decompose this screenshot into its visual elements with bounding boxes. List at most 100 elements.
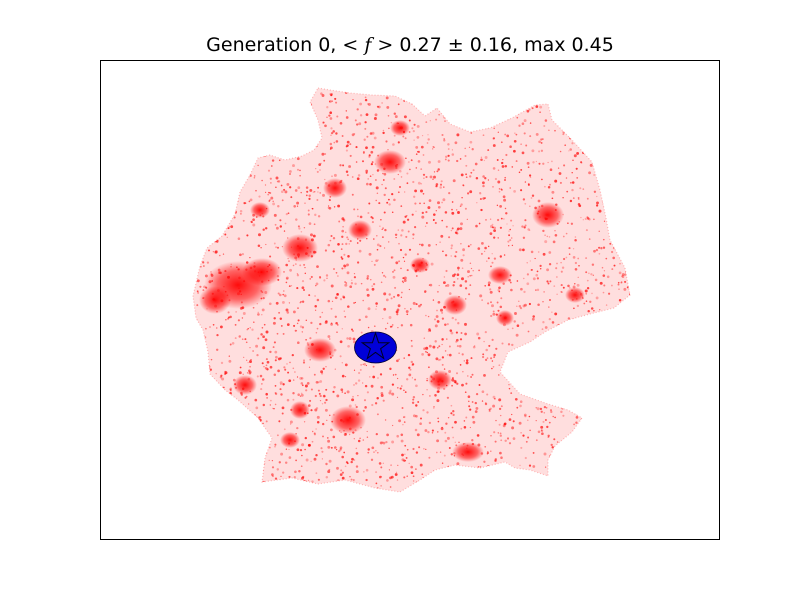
settlement-point: [458, 344, 462, 348]
settlement-point: [237, 421, 240, 424]
settlement-point: [341, 257, 344, 260]
settlement-point: [547, 186, 551, 189]
settlement-point: [322, 367, 325, 370]
settlement-point: [295, 118, 297, 121]
settlement-point: [529, 122, 532, 124]
settlement-point: [508, 384, 510, 386]
settlement-point: [397, 173, 399, 176]
settlement-point: [588, 272, 590, 275]
settlement-point: [548, 348, 551, 351]
settlement-point: [263, 365, 265, 368]
settlement-point: [281, 412, 284, 415]
settlement-point: [592, 405, 595, 408]
settlement-point: [201, 185, 204, 188]
settlement-point: [574, 238, 577, 242]
settlement-point: [456, 273, 460, 277]
settlement-point: [586, 94, 590, 98]
settlement-point: [524, 181, 527, 183]
settlement-point: [633, 367, 635, 369]
settlement-point: [351, 457, 354, 461]
settlement-point: [456, 382, 459, 385]
settlement-point: [339, 298, 343, 301]
settlement-point: [304, 448, 306, 451]
settlement-point: [599, 405, 601, 407]
settlement-point: [283, 188, 286, 191]
settlement-point: [544, 466, 547, 468]
settlement-point: [552, 240, 556, 244]
settlement-point: [543, 291, 545, 293]
settlement-point: [429, 120, 431, 122]
settlement-point: [501, 165, 505, 168]
settlement-point: [467, 192, 470, 195]
settlement-point: [633, 488, 636, 491]
settlement-point: [492, 103, 495, 106]
settlement-point: [602, 201, 604, 204]
settlement-point: [537, 251, 540, 253]
settlement-point: [481, 355, 485, 359]
settlement-point: [444, 211, 448, 214]
settlement-point: [618, 299, 622, 302]
settlement-point: [275, 176, 279, 180]
settlement-point: [385, 96, 389, 100]
settlement-point: [351, 133, 355, 137]
settlement-point: [194, 384, 196, 386]
settlement-point: [526, 382, 529, 386]
settlement-point: [320, 370, 324, 374]
settlement-point: [611, 311, 614, 313]
settlement-point: [566, 190, 569, 193]
settlement-point: [263, 88, 266, 90]
settlement-point: [363, 471, 365, 473]
settlement-point: [563, 164, 566, 167]
settlement-point: [601, 317, 604, 320]
settlement-point: [625, 98, 628, 101]
settlement-point: [425, 448, 427, 451]
settlement-point: [213, 478, 215, 481]
settlement-point: [470, 274, 473, 277]
settlement-point: [596, 446, 598, 449]
settlement-point: [238, 99, 241, 101]
settlement-point: [342, 295, 345, 299]
settlement-point: [324, 249, 327, 252]
settlement-point: [252, 350, 254, 352]
settlement-point: [605, 186, 608, 188]
settlement-point: [201, 169, 204, 172]
settlement-point: [504, 165, 508, 168]
settlement-point: [315, 284, 317, 287]
settlement-point: [305, 194, 308, 197]
settlement-point: [268, 302, 272, 306]
settlement-point: [211, 480, 214, 483]
settlement-point: [229, 226, 231, 228]
settlement-point: [436, 309, 438, 312]
settlement-point: [508, 489, 511, 492]
settlement-point: [423, 493, 426, 496]
settlement-point: [313, 373, 316, 376]
settlement-point: [226, 469, 230, 473]
settlement-point: [535, 289, 537, 291]
settlement-point: [490, 450, 492, 453]
settlement-point: [327, 243, 331, 247]
settlement-point: [409, 323, 413, 327]
settlement-point: [627, 238, 629, 240]
settlement-point: [601, 332, 604, 335]
settlement-point: [567, 284, 570, 288]
settlement-point: [539, 268, 542, 270]
settlement-point: [337, 324, 339, 326]
settlement-point: [408, 161, 410, 163]
settlement-point: [599, 411, 603, 415]
title-math: < f >: [342, 34, 394, 56]
settlement-point: [549, 168, 553, 171]
settlement-point: [322, 121, 325, 124]
settlement-point: [609, 156, 612, 159]
settlement-point: [462, 184, 465, 187]
settlement-point: [579, 350, 582, 352]
settlement-point: [500, 217, 503, 220]
settlement-point: [421, 353, 424, 356]
settlement-point: [548, 421, 551, 424]
settlement-point: [623, 240, 626, 243]
settlement-point: [584, 335, 587, 337]
settlement-point: [346, 174, 349, 177]
settlement-point: [315, 331, 318, 334]
settlement-point: [460, 258, 464, 262]
settlement-point: [400, 433, 404, 437]
settlement-point: [485, 106, 488, 108]
